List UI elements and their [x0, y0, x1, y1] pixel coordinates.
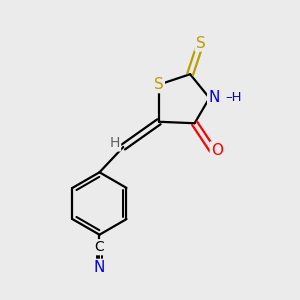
Text: S: S: [154, 77, 164, 92]
Text: N: N: [208, 91, 220, 106]
Text: –H: –H: [225, 91, 242, 104]
Text: N: N: [94, 260, 105, 275]
Text: S: S: [196, 35, 206, 50]
Text: C: C: [94, 240, 104, 254]
Text: H: H: [110, 136, 120, 151]
Text: O: O: [211, 142, 223, 158]
